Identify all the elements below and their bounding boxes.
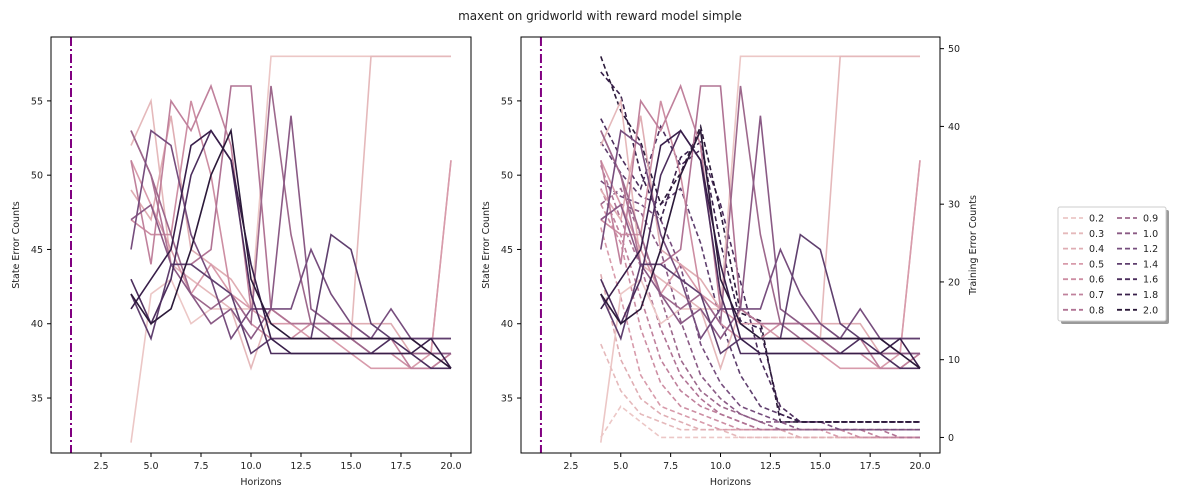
x-tick-label: 2.5	[93, 461, 108, 472]
legend-label: 0.9	[1143, 214, 1158, 225]
y-tick-label: 50	[501, 171, 513, 182]
left-chart-panel: 2.5 5.0 7.5 10.0 12.5 15.0 17.5 20.0 35 40 45 50 55 H…	[11, 36, 472, 488]
y-tick-label: 35	[31, 394, 43, 405]
training-series-line-1.0	[600, 203, 920, 431]
training-series-line-0.2	[600, 405, 920, 439]
state-series-line-2.0	[130, 127, 452, 369]
training-series-line-1.8	[600, 71, 920, 423]
y-axis-label: State Error Counts	[481, 201, 492, 289]
x-axis-label: Horizons	[710, 477, 751, 488]
x-tick-label: 7.5	[193, 461, 208, 472]
legend-label: 0.3	[1089, 229, 1104, 240]
figure-title: maxent on gridworld with reward model si…	[458, 9, 742, 23]
x-tick-label: 10.0	[240, 461, 261, 472]
y2-axis-label: Training Error Counts	[968, 195, 979, 296]
state-series-line-1.4	[600, 233, 920, 355]
x-tick-label: 5.0	[143, 461, 158, 472]
y2-tick-label: 20	[948, 277, 960, 288]
state-series-line-1.8	[600, 129, 921, 369]
x-tick-label: 12.5	[760, 461, 781, 472]
x-tick-label: 12.5	[290, 461, 311, 472]
state-series-line-1.2	[130, 129, 451, 341]
y-tick-label: 35	[501, 394, 513, 405]
state-series-line-0.9	[130, 85, 451, 355]
legend-label: 0.5	[1089, 259, 1104, 270]
y-tick-label: 55	[501, 96, 513, 107]
x-axis-label: Horizons	[240, 477, 281, 488]
x-tick-label: 7.5	[663, 461, 678, 472]
legend: 0.2 0.3 0.4 0.5 0.6 0.7 0.8 0.9 1.0 1.2 1.4 1.6 1.8 2…	[1057, 206, 1169, 324]
x-tick-label: 17.5	[390, 461, 411, 472]
state-series-line-0.8	[600, 85, 920, 355]
legend-label: 2.0	[1143, 305, 1158, 316]
state-series-line-0.2	[130, 55, 451, 443]
state-series-line-2.0	[600, 127, 921, 369]
x-tick-label: 15.0	[340, 461, 361, 472]
x-tick-label: 20.0	[440, 461, 461, 472]
state-series-line-0.3	[130, 55, 451, 371]
y-tick-label: 45	[31, 245, 43, 256]
y-tick-label: 40	[501, 319, 513, 330]
state-series-line-0.8	[130, 85, 451, 355]
y-axis-label: State Error Counts	[11, 201, 22, 289]
training-series-line-1.2	[600, 180, 920, 431]
legend-label: 0.4	[1089, 244, 1104, 255]
state-series-line-1.2	[600, 129, 920, 341]
state-series-line-1.4	[130, 233, 451, 355]
y-tick-label: 40	[31, 319, 43, 330]
y2-tick-label: 30	[948, 200, 960, 211]
state-series-line-0.2	[600, 55, 920, 443]
y2-tick-label: 40	[948, 122, 960, 133]
x-tick-label: 15.0	[810, 461, 831, 472]
legend-label: 0.8	[1089, 305, 1104, 316]
plot-area	[70, 37, 452, 453]
y2-tick-label: 0	[948, 433, 954, 444]
y2-tick-label: 50	[948, 44, 960, 55]
y-tick-label: 55	[31, 96, 43, 107]
x-tick-label: 10.0	[710, 461, 731, 472]
legend-label: 1.4	[1143, 259, 1158, 270]
x-tick-label: 5.0	[613, 461, 628, 472]
y-tick-label: 45	[501, 245, 513, 256]
legend-label: 1.2	[1143, 244, 1158, 255]
legend-frame	[1057, 206, 1167, 322]
y-tick-label: 50	[31, 171, 43, 182]
training-series-line-0.7	[600, 188, 920, 439]
x-tick-label: 20.0	[909, 461, 930, 472]
legend-label: 0.6	[1089, 275, 1104, 286]
legend-label: 1.6	[1143, 275, 1158, 286]
legend-label: 0.7	[1089, 290, 1104, 301]
state-series-line-0.9	[600, 85, 920, 355]
legend-label: 0.2	[1089, 214, 1104, 225]
plot-area	[539, 37, 921, 453]
axes-frame	[50, 36, 472, 454]
x-tick-label: 17.5	[860, 461, 881, 472]
axes-frame	[520, 36, 941, 454]
legend-label: 1.0	[1143, 229, 1158, 240]
legend-label: 1.8	[1143, 290, 1158, 301]
y2-tick-label: 10	[948, 355, 960, 366]
x-tick-label: 2.5	[563, 461, 578, 472]
right-chart-panel: 2.5 5.0 7.5 10.0 12.5 15.0 17.5 20.0 35 40 45 50 55 0…	[481, 36, 979, 488]
state-series-line-1.8	[130, 129, 452, 369]
